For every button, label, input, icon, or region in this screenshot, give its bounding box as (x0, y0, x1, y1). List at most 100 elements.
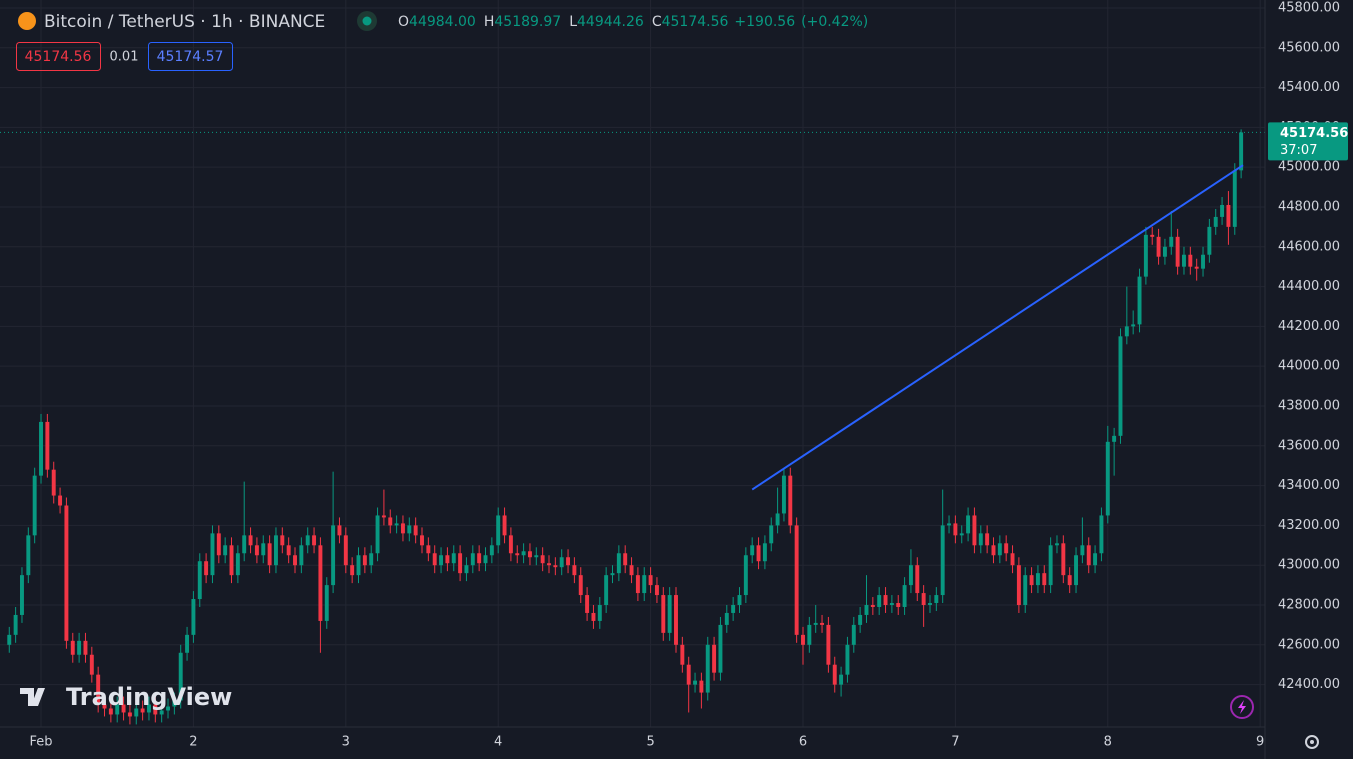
x-tick-label: 2 (189, 735, 197, 750)
candle-body (635, 575, 640, 594)
y-tick-label: 45600.00 (1278, 40, 1340, 55)
buy-price[interactable]: 45174.57 (157, 49, 224, 65)
candle-body (781, 475, 786, 514)
candle-body (458, 553, 463, 574)
candle-body (134, 708, 139, 717)
candle-body (159, 710, 164, 715)
ohlc-legend: O44984.00 H45189.97 L44944.26 C45174.56 +190… (398, 14, 868, 30)
candle-body (248, 535, 253, 546)
candle-body (388, 517, 393, 526)
candle-body (115, 704, 120, 715)
y-tick-label: 42600.00 (1278, 637, 1340, 652)
candle-body (756, 545, 761, 562)
candle-body (559, 557, 564, 568)
candle-body (483, 555, 488, 564)
candle-body (851, 624, 856, 645)
candle-body (1118, 336, 1123, 436)
candle-body (858, 614, 863, 625)
candle-body (439, 555, 444, 566)
candle-body (96, 674, 101, 705)
candle-body (381, 515, 386, 518)
candle-body (1201, 254, 1205, 269)
candle-body (553, 565, 558, 568)
candle-body (712, 644, 717, 673)
buy-button[interactable] (148, 42, 233, 71)
candle-body (902, 585, 907, 607)
candle-body (947, 523, 952, 526)
y-tick-label: 43200.00 (1278, 518, 1340, 533)
candle-body (407, 525, 412, 534)
candle-body (1124, 326, 1129, 337)
candle-body (1131, 324, 1136, 327)
coin-icon (18, 12, 36, 30)
candle-body (1086, 545, 1091, 566)
candle-body (813, 622, 818, 625)
candle-body (547, 563, 551, 566)
candle-body (1080, 545, 1085, 556)
candle-body (1016, 565, 1021, 606)
candle-body (705, 644, 710, 693)
candle-body (502, 515, 507, 536)
candle-body (39, 421, 43, 476)
candle-body (1182, 254, 1186, 267)
candle-body (280, 535, 285, 546)
candle-body (1188, 254, 1193, 267)
candle-body (324, 585, 329, 621)
candle-body (1074, 555, 1078, 586)
candle-body (540, 555, 545, 564)
candle-body (610, 573, 615, 576)
candle-body (915, 565, 920, 594)
candle-body (1048, 545, 1053, 586)
candle-body (26, 535, 31, 576)
candle-body (121, 704, 126, 713)
x-tick-label: 7 (951, 735, 959, 750)
candle-body (921, 593, 926, 606)
sell-price[interactable]: 45174.56 (25, 49, 92, 65)
candle-body (604, 575, 609, 606)
candle-body (877, 595, 882, 607)
candle-body (521, 551, 526, 556)
candle-body (413, 525, 418, 536)
spread: 0.01 (110, 50, 139, 65)
candle-body (826, 624, 831, 665)
alert-icon[interactable] (1230, 695, 1254, 719)
candle-body (197, 561, 202, 600)
ohlc-label: L (569, 14, 577, 30)
candle-body (1213, 216, 1218, 227)
candle-body (623, 553, 628, 566)
candle-body (45, 421, 50, 470)
symbol-title: Bitcoin / TetherUS · 1h · BINANCE (44, 12, 325, 32)
candle-body (1067, 575, 1072, 586)
candle-body (940, 525, 945, 596)
candle-body (375, 515, 380, 554)
candle-body (64, 505, 69, 641)
y-tick-label: 43400.00 (1278, 478, 1340, 493)
candle-body (870, 605, 875, 607)
candle-body (934, 595, 939, 604)
y-tick-label: 44200.00 (1278, 319, 1340, 334)
candle-body (794, 525, 799, 635)
candle-body (908, 565, 913, 586)
y-tick-label: 43000.00 (1278, 558, 1340, 573)
candle-body (191, 599, 196, 635)
watermark: TradingView (66, 683, 232, 711)
candle-body (305, 535, 310, 546)
candle-body (1239, 132, 1244, 171)
sell-button[interactable] (16, 42, 101, 71)
candle-body (959, 533, 964, 536)
candle-body (515, 553, 520, 556)
candle-body (534, 555, 539, 558)
candle-body (1112, 435, 1117, 442)
candle-body (1156, 236, 1161, 257)
settings-icon[interactable] (1305, 735, 1319, 749)
candle-body (70, 640, 75, 655)
y-tick-label: 43800.00 (1278, 398, 1340, 413)
candle-body (1207, 226, 1212, 255)
candle-body (661, 595, 666, 633)
y-tick-label: 44000.00 (1278, 359, 1340, 374)
candle-body (51, 469, 56, 496)
candle-body (394, 523, 399, 526)
candle-body (20, 575, 24, 615)
alert-bolt (1238, 700, 1246, 714)
x-tick-label: 5 (646, 735, 654, 750)
